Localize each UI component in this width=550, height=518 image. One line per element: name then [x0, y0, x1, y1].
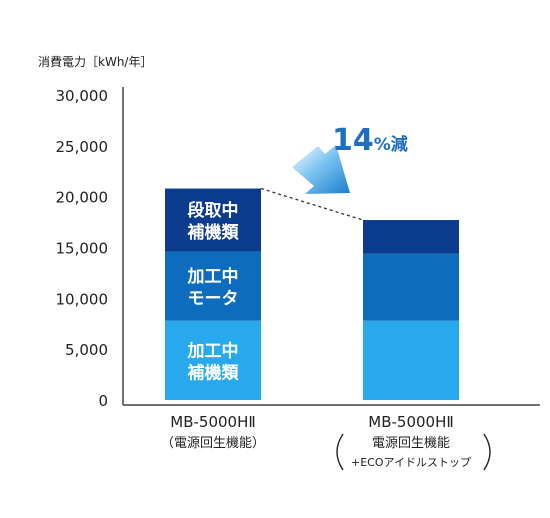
right-paren — [483, 433, 491, 471]
category-sublabel-2: +ECOアイドルストップ — [351, 456, 471, 469]
bar-segment — [363, 220, 459, 254]
y-tick-label: 30,000 — [56, 87, 109, 105]
segment-label: 補機類 — [187, 362, 240, 383]
segment-label: 加工中 — [187, 266, 239, 287]
segment-label: 補機類 — [187, 222, 240, 243]
reduction-arrow — [292, 145, 350, 194]
y-tick-label: 15,000 — [56, 240, 109, 258]
reduction-unit: %減 — [374, 134, 408, 155]
y-tick-label: 5,000 — [65, 341, 108, 359]
category-label: MB-5000HⅡ — [170, 413, 255, 431]
bar-segment — [363, 253, 459, 321]
reduction-value: 14 — [332, 123, 374, 158]
segment-label: モータ — [188, 289, 239, 309]
segment-label: 段取中 — [188, 200, 239, 221]
y-tick-label: 25,000 — [56, 138, 109, 156]
category-sublabel: 電源回生機能 — [372, 436, 450, 451]
left-paren — [336, 433, 344, 471]
bar-segment — [363, 320, 459, 400]
y-tick-label: 10,000 — [56, 290, 109, 308]
y-tick-label: 0 — [98, 392, 108, 410]
bar-segment — [165, 320, 261, 400]
category-sublabel: （電源回生機能） — [161, 436, 265, 451]
bar-segment — [165, 188, 261, 252]
bar-segment — [165, 251, 261, 321]
category-label: MB-5000HⅡ — [368, 413, 453, 431]
y-tick-label: 20,000 — [56, 189, 109, 207]
category-labels: MB-5000HⅡ （電源回生機能） MB-5000HⅡ 電源回生機能 +ECOアイドル… — [161, 413, 471, 469]
y-tick-labels: 30,000 25,000 20,000 15,000 10,000 5,000 0 — [56, 87, 109, 410]
reduction-callout: 14%減 — [332, 123, 408, 158]
segment-label: 加工中 — [187, 340, 239, 361]
y-axis-title: 消費電力［kWh/年］ — [38, 54, 152, 69]
